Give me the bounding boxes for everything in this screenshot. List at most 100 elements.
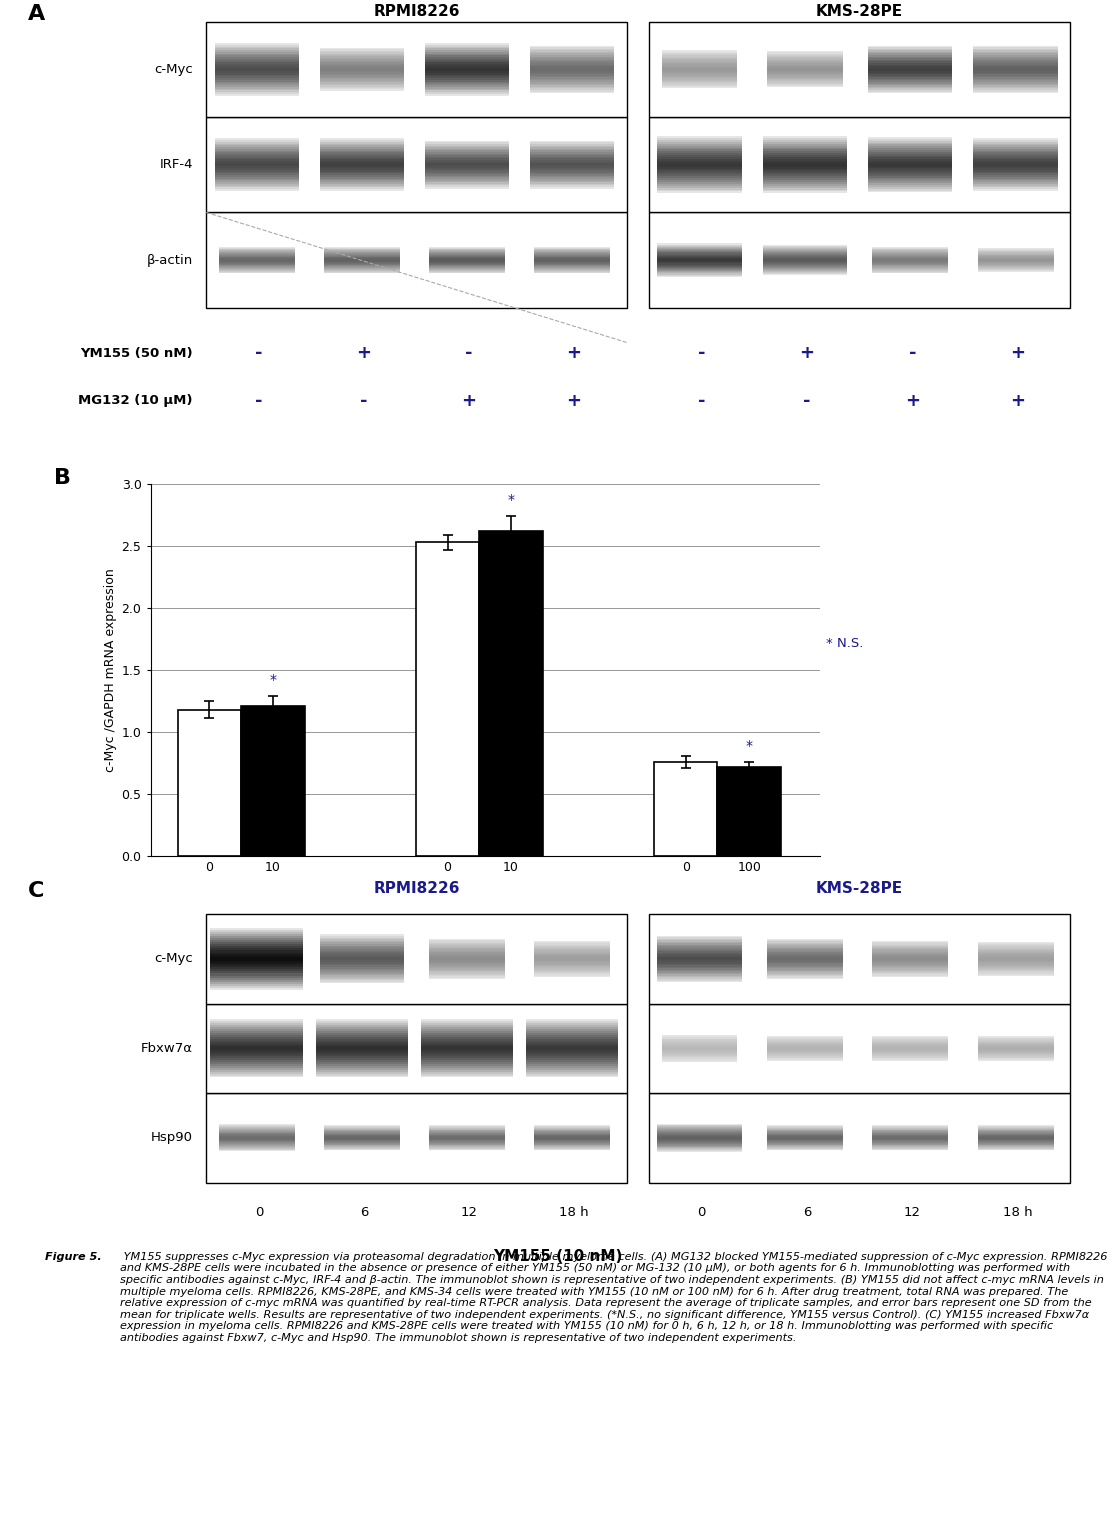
Bar — [215, 79, 299, 82]
Bar — [530, 141, 614, 143]
Bar — [211, 1063, 303, 1066]
Bar — [320, 169, 404, 170]
Bar — [658, 183, 741, 184]
Bar — [425, 75, 508, 76]
Bar — [763, 144, 847, 146]
Bar — [526, 1056, 618, 1059]
Bar — [763, 163, 847, 164]
Bar — [973, 61, 1058, 62]
Bar — [425, 62, 508, 64]
Bar — [973, 79, 1058, 81]
Bar — [763, 172, 847, 175]
Bar — [320, 170, 404, 172]
Bar — [316, 1072, 408, 1074]
Bar — [215, 71, 299, 73]
Bar — [973, 178, 1058, 181]
Bar — [215, 94, 299, 96]
Bar — [425, 155, 508, 157]
Bar — [973, 170, 1058, 172]
Bar — [320, 183, 404, 184]
Bar — [211, 966, 303, 967]
Bar — [869, 154, 952, 155]
Bar — [530, 68, 614, 70]
Bar — [211, 1072, 303, 1074]
Bar — [869, 75, 952, 76]
Text: RPMI8226: RPMI8226 — [374, 5, 459, 20]
Bar — [211, 934, 303, 935]
Bar — [530, 49, 614, 50]
Text: +: + — [566, 344, 582, 362]
Bar — [530, 53, 614, 55]
Text: *: * — [746, 739, 753, 753]
Bar — [206, 21, 627, 117]
Bar — [973, 161, 1058, 163]
Bar — [206, 1094, 627, 1183]
Bar — [425, 141, 508, 143]
Bar — [530, 143, 614, 144]
Bar — [763, 149, 847, 152]
Bar — [530, 90, 614, 91]
Bar — [530, 73, 614, 75]
Bar — [211, 1039, 303, 1040]
Text: KMS-28PE: KMS-28PE — [448, 1043, 511, 1056]
Bar — [869, 187, 952, 189]
Bar — [658, 184, 741, 186]
Bar — [425, 173, 508, 175]
Text: * N.S.: * N.S. — [826, 637, 864, 651]
Bar — [973, 140, 1058, 141]
Bar — [425, 187, 508, 189]
Bar — [526, 1040, 618, 1042]
Bar — [215, 47, 299, 49]
Bar — [526, 1068, 618, 1069]
Text: YM155
(nM): YM155 (nM) — [477, 1013, 520, 1040]
Text: +: + — [357, 344, 371, 362]
Bar — [530, 67, 614, 68]
Bar — [215, 58, 299, 59]
Text: KMS-34: KMS-34 — [694, 1043, 741, 1056]
Bar — [658, 955, 741, 957]
Bar — [420, 1063, 513, 1066]
Bar — [526, 1025, 618, 1027]
Bar — [526, 1054, 618, 1056]
Bar — [530, 151, 614, 152]
Bar — [215, 178, 299, 181]
Bar — [420, 1039, 513, 1040]
Bar — [530, 76, 614, 78]
Bar — [320, 140, 404, 141]
Bar — [973, 46, 1058, 47]
Bar — [869, 84, 952, 85]
Bar — [316, 1021, 408, 1024]
Bar — [211, 941, 303, 945]
Bar — [215, 154, 299, 157]
Bar — [658, 958, 741, 960]
Bar — [763, 187, 847, 190]
Bar — [206, 213, 627, 307]
Text: RPMI8226: RPMI8226 — [210, 1043, 272, 1056]
Bar — [530, 160, 614, 161]
Text: Fbxw7α: Fbxw7α — [140, 1042, 193, 1056]
Bar — [420, 1066, 513, 1068]
Bar — [420, 1021, 513, 1024]
Bar — [530, 173, 614, 175]
Bar — [320, 189, 404, 192]
Bar — [530, 158, 614, 160]
Bar — [215, 65, 299, 67]
Bar — [215, 61, 299, 62]
Bar — [973, 176, 1058, 178]
Bar — [316, 1019, 408, 1021]
Bar — [658, 155, 741, 157]
Bar — [763, 146, 847, 148]
Bar — [869, 55, 952, 56]
Bar — [530, 82, 614, 84]
Bar — [215, 170, 299, 172]
Bar — [530, 46, 614, 47]
Bar — [211, 957, 303, 958]
Bar — [869, 143, 952, 144]
Text: IRF-4: IRF-4 — [159, 158, 193, 172]
Bar — [973, 184, 1058, 186]
Bar — [658, 980, 741, 981]
Bar — [526, 1048, 618, 1051]
Bar — [425, 157, 508, 158]
Bar — [526, 1074, 618, 1075]
Bar — [526, 1075, 618, 1077]
